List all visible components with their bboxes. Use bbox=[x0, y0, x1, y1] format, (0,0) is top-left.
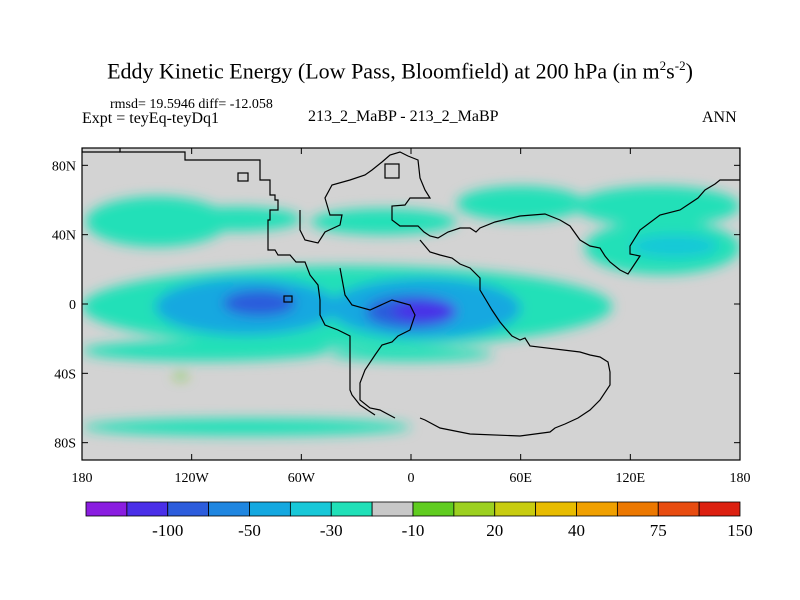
x-tick-label: 180 bbox=[72, 471, 93, 486]
coastline-island-1 bbox=[237, 172, 249, 182]
y-tick-label: 40N bbox=[52, 229, 76, 244]
colorbar-label: 75 bbox=[650, 521, 667, 540]
coastline-island-2 bbox=[384, 163, 400, 179]
case-label: 213_2_MaBP - 213_2_MaBP bbox=[308, 108, 499, 125]
x-tick-label: 60E bbox=[509, 471, 532, 486]
x-tick-label: 60W bbox=[288, 471, 316, 486]
rmsd-label: rmsd= 19.5946 diff= -12.058 bbox=[110, 97, 273, 112]
region-south-patch-positive bbox=[173, 373, 189, 379]
y-tick-label: 40S bbox=[54, 367, 76, 382]
colorbar-swatch bbox=[371, 501, 414, 517]
region-north-pacific-jet-ext bbox=[173, 206, 302, 232]
colorbar-label: -100 bbox=[152, 521, 183, 540]
colorbar-label: -10 bbox=[402, 521, 425, 540]
colorbar: -100 -50 -30 -10 20 40 75 150 bbox=[85, 501, 753, 540]
colorbar-swatch bbox=[453, 501, 496, 517]
colorbar-swatch bbox=[249, 501, 291, 517]
coastline-island-3 bbox=[283, 295, 293, 303]
region-west-pacific-core bbox=[630, 234, 719, 258]
colorbar-label: 150 bbox=[727, 521, 753, 540]
region-africa-core bbox=[392, 300, 457, 322]
region-north-pacific-jet bbox=[85, 196, 229, 247]
coastline-layer bbox=[82, 148, 740, 437]
colorbar-label: -30 bbox=[320, 521, 343, 540]
region-south-atlantic-band bbox=[328, 347, 494, 362]
y-tick-label: 80S bbox=[54, 437, 76, 452]
coastline-north-america bbox=[119, 148, 376, 416]
region-north-asian-band bbox=[575, 186, 740, 226]
coastline-west-arctic bbox=[82, 148, 120, 153]
y-tick-label: 0 bbox=[69, 298, 76, 313]
expt-label: Expt = teyEq-teyDq1 bbox=[82, 110, 219, 127]
colorbar-swatch bbox=[412, 501, 455, 517]
colorbar-swatch bbox=[576, 501, 618, 517]
colorbar-swatch bbox=[494, 501, 537, 517]
region-south-pacific-band bbox=[82, 340, 329, 362]
region-north-atlantic-band bbox=[310, 208, 457, 235]
colorbar-swatch bbox=[167, 501, 210, 517]
colorbar-label: 20 bbox=[486, 521, 503, 540]
colorbar-label: -50 bbox=[238, 521, 261, 540]
colorbar-label: 40 bbox=[568, 521, 585, 540]
colorbar-swatch bbox=[657, 501, 700, 517]
x-tick-label: 0 bbox=[408, 471, 415, 486]
region-southern-ocean-band bbox=[82, 418, 411, 436]
colorbar-swatch bbox=[289, 501, 332, 517]
chart-title: Eddy Kinetic Energy (Low Pass, Bloomfiel… bbox=[107, 58, 693, 84]
x-tick-label: 120W bbox=[175, 471, 210, 486]
colorbar-swatch bbox=[85, 501, 128, 517]
region-north-atlantic-ridge bbox=[456, 186, 585, 221]
coastline-africa-asia bbox=[419, 239, 611, 437]
coastline-greenland-europe bbox=[299, 148, 740, 275]
colorbar-swatch bbox=[330, 501, 373, 517]
axis-ticks: 180 120W 60W 0 60E 120E 180 80N 40N 0 40S 80S bbox=[52, 148, 751, 486]
x-tick-label: 180 bbox=[730, 471, 751, 486]
colorbar-swatch bbox=[208, 501, 250, 517]
colorbar-swatch bbox=[126, 501, 169, 517]
y-tick-label: 80N bbox=[52, 159, 76, 174]
colorbar-swatch bbox=[698, 501, 741, 517]
x-tick-label: 120E bbox=[616, 471, 646, 486]
season-label: ANN bbox=[702, 109, 737, 126]
colorbar-swatch bbox=[616, 501, 659, 517]
colorbar-swatch bbox=[535, 501, 577, 517]
region-east-pacific-minimum bbox=[222, 290, 296, 317]
coastline-south-america bbox=[339, 267, 416, 419]
